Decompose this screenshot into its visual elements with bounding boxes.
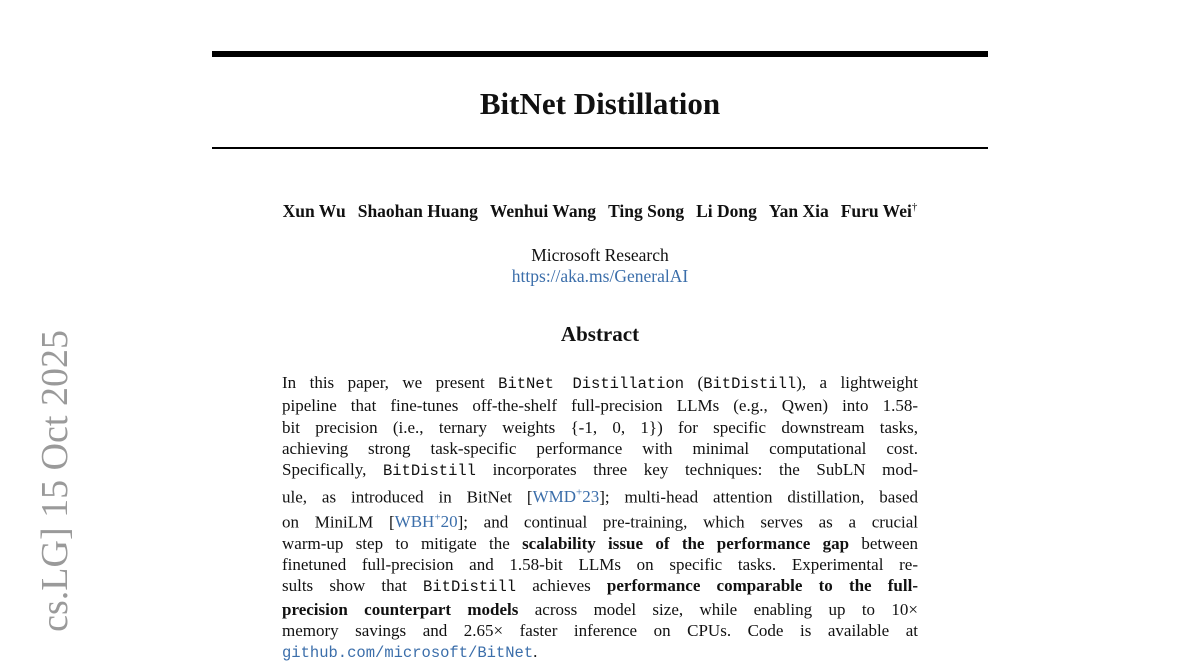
abstract-line: pipeline that fine-tunes off-the-shelf f… — [282, 395, 918, 416]
author: Xun Wu — [283, 201, 346, 221]
abstract: In this paper, we present BitNet Distill… — [282, 372, 918, 665]
arxiv-stamp-area: cs.LG] 15 Oct 2025 — [34, 330, 76, 632]
author-mark: † — [911, 201, 918, 214]
citation-text: 23 — [582, 487, 600, 507]
citation[interactable]: WBH+20 — [394, 511, 458, 532]
text: . — [533, 642, 538, 662]
text: ule, as introduced in BitNet [ — [282, 487, 533, 507]
text: Specifically, — [282, 460, 383, 480]
citation[interactable]: WMD+23 — [532, 486, 600, 507]
abstract-line: precision counterpart models across mode… — [282, 599, 918, 620]
text: memory savings and 2.65× faster inferenc… — [282, 621, 918, 641]
text: pipeline that fine-tunes off-the-shelf f… — [282, 396, 918, 416]
text: across model size, while enabling up to … — [518, 599, 918, 619]
author: Wenhui Wang — [490, 201, 596, 221]
title: BitNet Distillation — [479, 86, 721, 121]
text: achieves — [516, 576, 607, 596]
author: Li Dong — [696, 201, 757, 221]
author: Furu Wei† — [841, 201, 918, 221]
author-name: Xun Wu — [282, 201, 346, 221]
code-text: BitDistill — [703, 375, 797, 393]
text: sults show that — [282, 576, 424, 596]
citation-sup: + — [434, 511, 441, 524]
abstract-line: In this paper, we present BitNet Distill… — [282, 372, 918, 395]
text: ), a lightweight — [796, 373, 918, 392]
bold-text: precision counterpart models — [282, 599, 519, 619]
arxiv-stamp: cs.LG] 15 Oct 2025 — [34, 330, 76, 632]
abstract-line: finetuned full-precision and 1.58-bit LL… — [282, 554, 918, 575]
url-link[interactable]: https://aka.ms/GeneralAI — [511, 266, 689, 286]
author-name: Wenhui Wang — [489, 201, 597, 221]
text: finetuned full-precision and 1.58-bit LL… — [282, 555, 918, 575]
citation-sup: + — [576, 486, 583, 499]
text: incorporates three key techniques: the S… — [475, 460, 918, 480]
abstract-line: achieving strong task-specific performan… — [282, 438, 918, 459]
text: ]; multi-head attention distillation, ba… — [599, 487, 918, 507]
citation-text: WMD — [532, 487, 577, 507]
abstract-line: github.com/microsoft/BitNet. — [282, 641, 918, 664]
text: achieving strong task-specific performan… — [282, 439, 918, 459]
citation-text: WBH — [394, 512, 435, 532]
text: ( — [684, 373, 704, 392]
author-name: Furu Wei — [840, 201, 912, 221]
top-rule — [212, 51, 988, 57]
text: warm-up step to mitigate the — [282, 533, 523, 553]
author-name: Yan Xia — [768, 201, 829, 221]
text: ]; and continual pre-training, which ser… — [457, 512, 918, 532]
code-text: BitDistill — [382, 462, 476, 481]
text: on MiniLM [ — [282, 512, 395, 532]
author: Yan Xia — [769, 201, 829, 221]
abstract-line: bit precision (i.e., ternary weights {-1… — [282, 417, 918, 438]
bold-text: performance comparable to the full- — [606, 576, 918, 596]
author: Shaohan Huang — [358, 201, 478, 221]
text: In this paper, we present — [282, 373, 499, 392]
bold-text: scalability issue of the performance gap — [522, 533, 850, 553]
abstract-line: on MiniLM [WBH+20]; and continual pre-tr… — [282, 508, 918, 533]
page: cs.LG] 15 Oct 2025 BitNet Distillation X… — [0, 51, 1200, 663]
author-name: Shaohan Huang — [357, 201, 478, 221]
code-text: BitDistill — [423, 578, 517, 597]
code-link[interactable]: github.com/microsoft/BitNet — [282, 644, 534, 663]
abstract-line: warm-up step to mitigate the scalability… — [282, 533, 918, 554]
title-rule — [212, 147, 988, 149]
text: bit precision (i.e., ternary weights {-1… — [282, 417, 918, 437]
authors: Xun Wu Shaohan Huang Wenhui Wang Ting Song L… — [0, 201, 1200, 222]
abstract-line: memory savings and 2.65× faster inferenc… — [282, 620, 918, 641]
text: between — [849, 533, 919, 553]
citation-text: 20 — [440, 512, 458, 532]
affiliation: Microsoft Research — [531, 245, 669, 265]
abstract-heading: Abstract — [560, 322, 640, 346]
author-name: Ting Song — [608, 201, 685, 221]
author: Ting Song — [608, 201, 684, 221]
code-text: BitNet Distillation — [498, 375, 685, 393]
abstract-line: ule, as introduced in BitNet [WMD+23]; m… — [282, 483, 918, 508]
abstract-line: Specifically, BitDistill incorporates th… — [282, 459, 918, 482]
author-name: Li Dong — [696, 201, 757, 221]
abstract-line: sults show that BitDistill achieves perf… — [282, 575, 918, 598]
